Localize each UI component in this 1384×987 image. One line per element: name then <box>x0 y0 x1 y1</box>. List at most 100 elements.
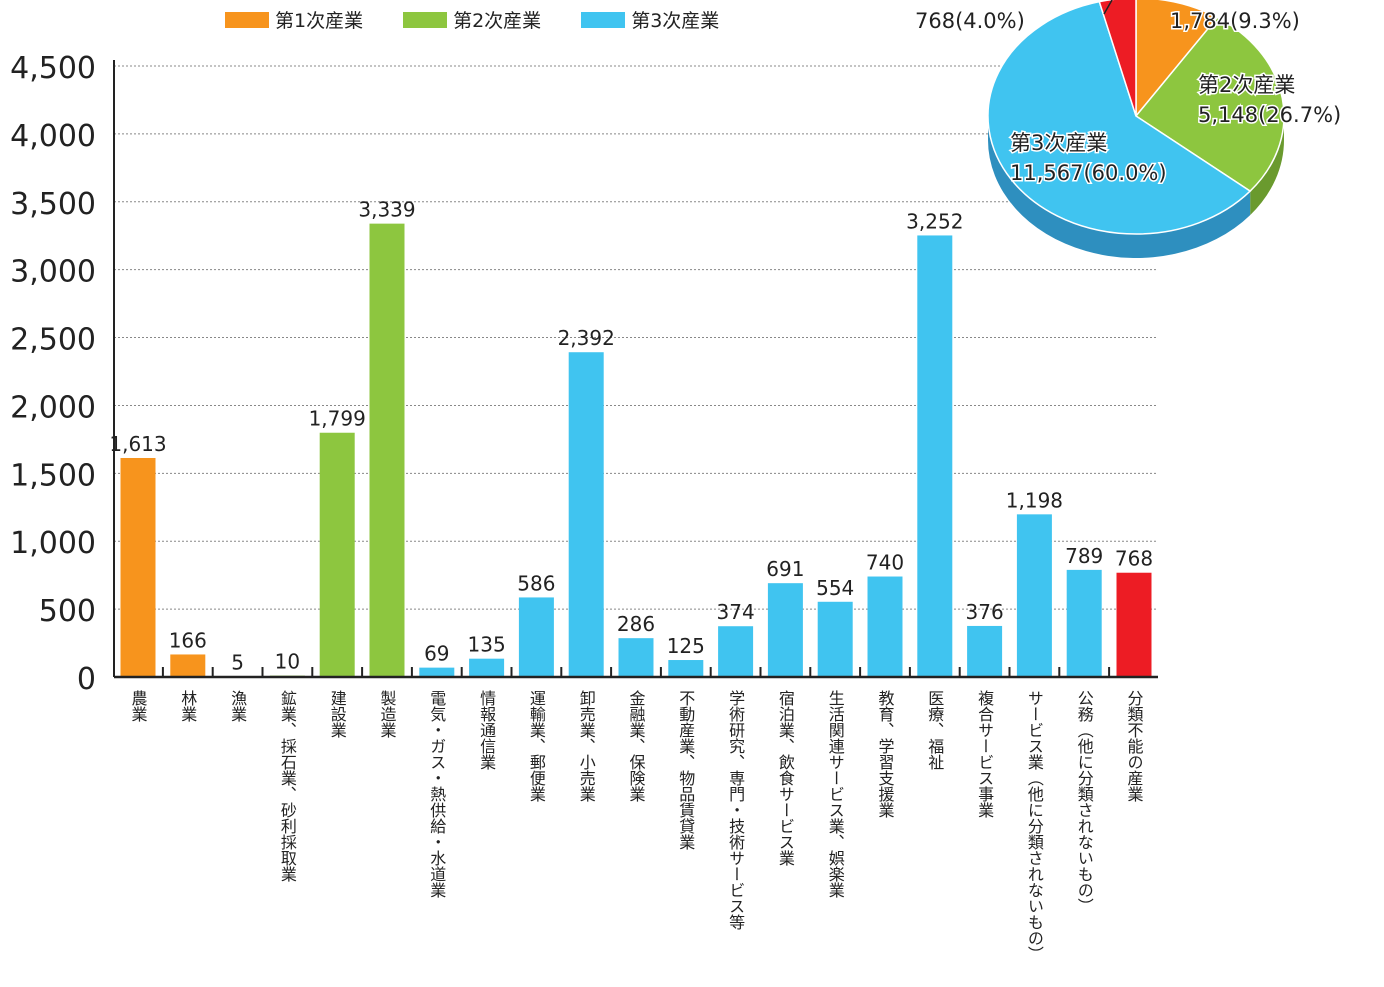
bar <box>568 352 604 677</box>
bar <box>319 432 355 677</box>
x-tick-label: 分類不能の産業 <box>1125 690 1144 802</box>
bar <box>469 658 505 677</box>
x-tick-label: 建設業 <box>328 690 347 738</box>
pie-label-name: 第2次産業 <box>1198 73 1295 97</box>
x-axis: 農業 林業 漁業 鉱業、採石業、砂利採取業 建設業 製造業 電気・ガス・熱供給・水道業 情報通… <box>114 667 1158 962</box>
bar <box>1016 514 1052 677</box>
bar <box>668 660 704 677</box>
bar <box>369 223 405 677</box>
bar <box>120 457 156 677</box>
legend-swatch-primary <box>225 11 269 28</box>
data-label: 69 <box>424 642 449 666</box>
pie-label-name: 分類不能の産業 <box>915 0 1062 3</box>
data-label: 768 <box>1115 547 1153 571</box>
y-tick-label: 2,500 <box>10 323 96 358</box>
x-tick-label: 林業 <box>178 690 197 722</box>
legend-item-tertiary: 第3次産業 <box>581 6 719 33</box>
data-label: 10 <box>275 650 300 674</box>
pie-chart: 第1次産業 1,784(9.3%) 第2次産業 5,148(26.7%) 第3次産業 11… <box>914 0 1343 258</box>
x-tick-label: 金融業、保険業 <box>627 690 646 802</box>
pie-slice <box>1134 16 1285 193</box>
x-tick-label: 製造業 <box>378 690 397 738</box>
legend-item-primary: 第1次産業 <box>225 6 363 33</box>
x-tick-label: 宿泊業、飲食サービス業 <box>776 690 795 866</box>
data-label: 374 <box>717 600 755 624</box>
bar <box>518 597 554 677</box>
x-tick-label: 不動産業、物品賃貸業 <box>676 690 695 850</box>
data-label: 586 <box>517 571 555 595</box>
x-tick-label: 卸売業、小売業 <box>577 690 596 802</box>
x-tick-label: 情報通信業 <box>477 690 496 770</box>
y-tick-label: 500 <box>39 594 96 629</box>
x-tick-label: サービス業（他に分類されないもの） <box>1025 690 1044 962</box>
bar-series: 1,613 166 5 10 1,799 3,339 69 135 586 2,392 286 125… <box>109 198 1153 677</box>
data-label: 125 <box>667 634 705 658</box>
data-label: 1,198 <box>1006 488 1063 512</box>
data-label: 1,799 <box>309 407 366 431</box>
bar <box>718 626 754 677</box>
x-tick-label: 医療、福祉 <box>925 690 944 770</box>
pie-slice <box>1135 0 1219 119</box>
x-tick-label: 生活関連サービス業、娯楽業 <box>826 690 845 898</box>
y-tick-label: 1,000 <box>10 526 96 561</box>
pie-leader-line <box>1103 0 1113 15</box>
pie-slice-side <box>1250 116 1284 216</box>
data-label: 691 <box>766 557 804 581</box>
x-tick-label: 運輸業、郵便業 <box>527 690 546 802</box>
data-label: 5 <box>231 650 244 674</box>
data-label: 3,252 <box>906 209 963 233</box>
pie-slice-side <box>988 116 1251 258</box>
x-tick-label: 農業 <box>129 690 148 722</box>
y-tick-label: 1,500 <box>10 458 96 493</box>
legend: 第1次産業 第2次産業 第3次産業 <box>225 6 719 33</box>
bar <box>917 235 953 677</box>
legend-item-secondary: 第2次産業 <box>403 6 541 33</box>
legend-label-tertiary: 第3次産業 <box>631 10 720 32</box>
data-label: 789 <box>1065 544 1103 568</box>
y-tick-label: 2,000 <box>10 390 96 425</box>
data-label: 554 <box>816 576 854 600</box>
pie-label-value: 11,567(60.0%) <box>1010 161 1167 185</box>
x-tick-label: 公務（他に分類されないもの） <box>1075 690 1094 914</box>
y-tick-label: 3,000 <box>10 255 96 290</box>
x-tick-label: 鉱業、採石業、砂利採取業 <box>278 690 297 882</box>
legend-label-primary: 第1次産業 <box>275 10 364 32</box>
y-tick-label: 0 <box>77 662 96 697</box>
x-tick-label: 学術研究、専門・技術サービス等 <box>726 690 745 930</box>
pie-slice <box>1098 0 1137 117</box>
grid-lines <box>114 65 1158 610</box>
data-label: 1,613 <box>109 432 166 456</box>
bar <box>767 583 803 677</box>
x-tick-label: 電気・ガス・熱供給・水道業 <box>427 690 446 898</box>
y-tick-label: 4,000 <box>10 119 96 154</box>
data-label: 740 <box>866 551 904 575</box>
bar <box>967 625 1003 677</box>
data-label: 376 <box>966 600 1004 624</box>
data-label: 166 <box>169 628 207 652</box>
pie-label-name: 第1次産業 <box>1170 0 1267 3</box>
bar <box>419 667 455 677</box>
bar <box>170 654 206 677</box>
pie-label-value: 768(4.0%) <box>915 9 1025 33</box>
legend-label-secondary: 第2次産業 <box>453 10 542 32</box>
data-label: 135 <box>468 633 506 657</box>
bar <box>867 576 903 677</box>
bar <box>1116 572 1152 677</box>
legend-swatch-tertiary <box>581 11 626 28</box>
data-label: 3,339 <box>358 198 415 222</box>
pie-label-value: 5,148(26.7%) <box>1198 103 1341 127</box>
bar <box>817 601 853 677</box>
legend-swatch-secondary <box>403 11 448 28</box>
x-tick-label: 漁業 <box>228 690 247 722</box>
x-tick-label: 複合サービス事業 <box>975 690 994 818</box>
bar <box>618 638 654 677</box>
data-label: 2,392 <box>558 326 615 350</box>
pie-label-name: 第3次産業 <box>1010 131 1107 155</box>
y-tick-label: 3,500 <box>10 187 96 222</box>
bar <box>1066 569 1102 677</box>
y-axis: 0 500 1,000 1,500 2,000 2,500 3,000 3,500 4,000 4… <box>10 51 115 697</box>
pie-label-value: 1,784(9.3%) <box>1170 9 1300 33</box>
x-tick-label: 教育、学習支援業 <box>876 690 895 818</box>
y-tick-label: 4,500 <box>10 51 96 86</box>
